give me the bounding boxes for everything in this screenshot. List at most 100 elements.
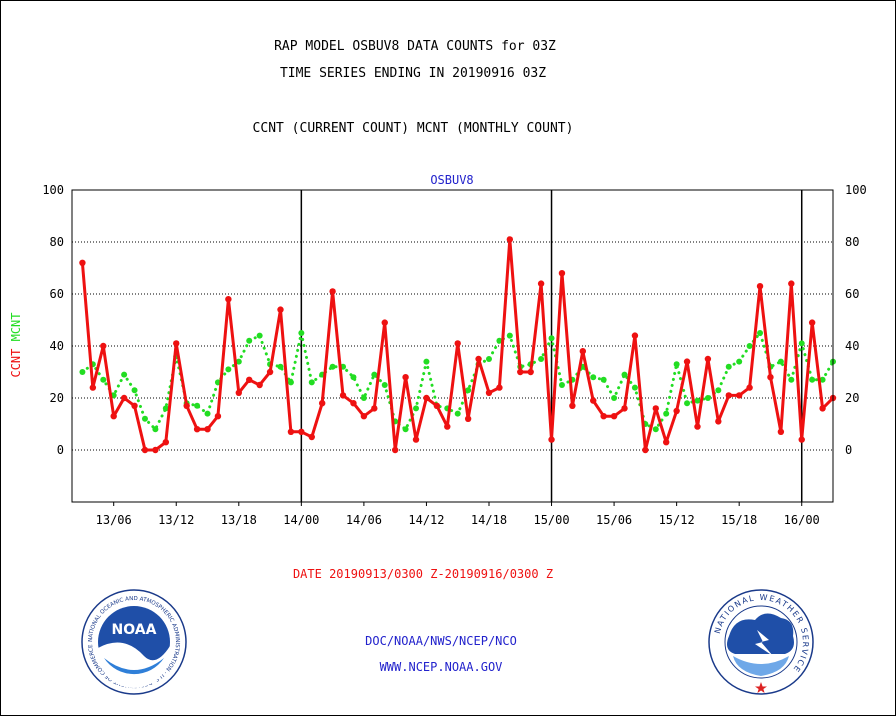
data-point-ccnt: [652, 405, 659, 412]
data-point-ccnt: [141, 446, 149, 454]
data-point-ccnt: [162, 439, 170, 446]
date-range-label: DATE 20190913/0300 Z-20190916/0300 Z: [293, 567, 553, 581]
data-point-mcnt: [746, 343, 753, 349]
data-point-ccnt: [537, 280, 545, 287]
y-axis-label-group: CCNT MCNT: [9, 312, 23, 377]
data-point-ccnt: [819, 405, 826, 412]
data-point-ccnt: [391, 446, 399, 454]
data-point-ccnt: [496, 384, 503, 391]
data-point-mcnt: [308, 379, 315, 386]
data-point-ccnt: [663, 439, 670, 446]
data-point-mcnt: [809, 376, 816, 383]
data-point-ccnt: [412, 436, 420, 443]
data-point-ccnt: [256, 381, 263, 389]
data-point-mcnt: [371, 371, 378, 378]
data-point-ccnt: [277, 306, 284, 313]
data-point-ccnt: [100, 342, 107, 350]
data-point-mcnt: [558, 382, 565, 388]
data-point-mcnt: [298, 330, 305, 336]
data-point-ccnt: [579, 348, 587, 355]
y-tick-label-left: 60: [50, 287, 64, 301]
data-point-mcnt: [413, 405, 420, 412]
data-point-mcnt: [485, 356, 492, 362]
svg-text:CCNT MCNT: CCNT MCNT: [9, 312, 23, 377]
y-tick-label-left: 40: [50, 339, 64, 353]
data-point-ccnt: [725, 392, 732, 399]
data-point-ccnt: [517, 368, 524, 376]
data-point-ccnt: [246, 376, 253, 383]
data-point-ccnt: [642, 446, 649, 454]
data-point-ccnt: [339, 392, 347, 399]
data-point-mcnt: [360, 395, 367, 401]
data-point-mcnt: [100, 376, 107, 383]
data-point-mcnt: [600, 376, 607, 383]
x-tick-label: 15/18: [721, 513, 757, 527]
data-point-mcnt: [496, 337, 503, 344]
data-point-mcnt: [631, 384, 638, 391]
data-point-mcnt: [141, 415, 148, 422]
nws-logo: NATIONAL WEATHER SERVICE: [708, 589, 814, 695]
data-point-ccnt: [683, 358, 691, 365]
data-point-mcnt: [256, 332, 263, 339]
chart-title-line2: TIME SERIES ENDING IN 20190916 03Z: [280, 66, 546, 81]
website-link[interactable]: WWW.NCEP.NOAA.GOV: [380, 660, 503, 674]
plot-area-border: [71, 189, 834, 503]
x-tick-label: 16/00: [784, 513, 820, 527]
data-point-mcnt: [131, 387, 138, 394]
x-tick-label: 14/18: [471, 513, 507, 527]
data-point-mcnt: [673, 361, 680, 368]
data-point-mcnt: [287, 379, 294, 386]
x-tick-label: 15/12: [659, 513, 695, 527]
data-point-mcnt: [350, 374, 357, 381]
y-tick-labels-right: 0 20 40 60 80 100: [845, 183, 867, 457]
data-point-mcnt: [663, 410, 670, 417]
data-point-mcnt: [79, 369, 86, 375]
data-point-mcnt: [423, 358, 430, 365]
x-tick-label: 13/12: [158, 513, 194, 527]
data-point-mcnt: [204, 410, 211, 417]
data-point-ccnt: [110, 413, 117, 420]
x-tick-label: 15/06: [596, 513, 632, 527]
data-point-mcnt: [225, 366, 232, 373]
data-point-ccnt: [360, 413, 368, 420]
data-point-ccnt: [235, 389, 242, 396]
x-tick-label: 13/06: [96, 513, 132, 527]
data-point-ccnt: [475, 355, 482, 363]
y-tick-label-left: 20: [50, 391, 64, 405]
data-point-mcnt: [329, 363, 336, 370]
data-point-ccnt: [329, 288, 336, 295]
data-point-ccnt: [715, 418, 722, 425]
data-point-mcnt: [277, 363, 284, 370]
data-point-ccnt: [308, 433, 315, 441]
data-point-ccnt: [631, 332, 639, 339]
plot-title: OSBUV8: [430, 173, 473, 187]
data-point-mcnt: [652, 426, 659, 433]
data-point-mcnt: [715, 387, 722, 394]
x-tick-labels: 13/06 13/12 13/18 14/00 14/06 14/12 14/18 15/00…: [96, 502, 820, 527]
data-point-ccnt: [298, 428, 305, 435]
data-point-mcnt: [694, 397, 701, 404]
data-point-mcnt: [798, 340, 805, 347]
data-point-mcnt: [819, 376, 826, 383]
y-tick-label-right: 40: [845, 339, 859, 353]
data-point-mcnt: [684, 400, 691, 407]
data-point-ccnt: [621, 405, 628, 412]
y-tick-label-left: 80: [50, 235, 64, 249]
data-point-mcnt: [538, 356, 545, 362]
data-point-ccnt: [590, 397, 597, 404]
data-point-ccnt: [89, 384, 97, 391]
x-tick-label: 14/06: [346, 513, 382, 527]
data-point-ccnt: [777, 428, 785, 435]
data-point-ccnt: [798, 436, 805, 443]
data-point-mcnt: [152, 426, 159, 433]
data-point-ccnt: [193, 426, 201, 433]
data-point-ccnt: [788, 280, 795, 287]
data-point-ccnt: [79, 259, 86, 266]
y-tick-label-right: 60: [845, 287, 859, 301]
data-point-ccnt: [433, 402, 441, 409]
data-point-mcnt: [590, 374, 597, 381]
data-point-ccnt: [402, 374, 409, 381]
data-point-ccnt: [287, 428, 295, 435]
data-point-mcnt: [725, 363, 732, 370]
y-tick-label-right: 0: [845, 443, 852, 457]
